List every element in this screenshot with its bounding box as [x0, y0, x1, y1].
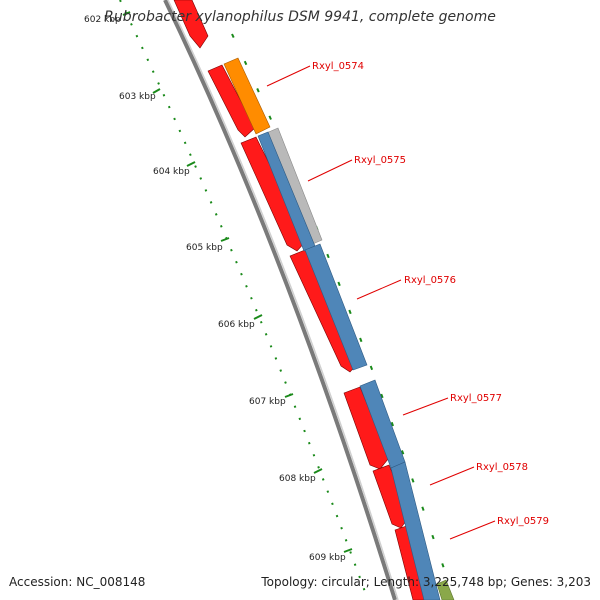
cds-arrow[interactable] — [207, 64, 256, 138]
ruler-label: 605 kbp — [186, 243, 223, 253]
ruler-tick — [313, 468, 323, 474]
accession-text: Accession: NC_008148 — [9, 575, 146, 589]
ruler-label: 609 kbp — [309, 553, 346, 563]
ruler-tick — [253, 314, 263, 320]
gene-label[interactable]: Rxyl_0574 — [312, 61, 364, 72]
feature-blue[interactable] — [304, 243, 368, 371]
gene-label[interactable]: Rxyl_0577 — [450, 393, 502, 404]
ruler-tick — [186, 161, 196, 167]
feature-blue[interactable] — [390, 461, 441, 600]
ruler-tick — [152, 88, 161, 94]
ruler-label: 608 kbp — [279, 474, 316, 484]
cds-arrow[interactable] — [173, 0, 209, 49]
ruler-tick — [122, 11, 131, 16]
ruler-label: 607 kbp — [249, 397, 286, 407]
gene-label[interactable]: Rxyl_0575 — [354, 155, 406, 166]
label-leader — [449, 520, 496, 540]
ruler-tick — [220, 237, 230, 242]
ruler-label: 606 kbp — [218, 320, 255, 330]
feature-orange[interactable] — [223, 57, 271, 135]
ruler-ticks — [122, 11, 353, 553]
gene-label[interactable]: Rxyl_0579 — [497, 516, 549, 527]
cds-arrow[interactable] — [343, 386, 390, 470]
label-leader — [266, 65, 311, 87]
ruler-label: 603 kbp — [119, 92, 156, 102]
genome-backbone-highlight — [167, 0, 399, 600]
genome-stats-text: Topology: circular; Length: 3,225,748 bp… — [261, 575, 591, 589]
gene-label[interactable]: Rxyl_0576 — [404, 275, 456, 286]
ruler-tick — [284, 393, 294, 398]
label-leader — [307, 159, 353, 182]
genome-backbone — [163, 0, 397, 600]
label-leader — [429, 466, 475, 486]
label-leader — [402, 397, 449, 416]
gene-label[interactable]: Rxyl_0578 — [476, 462, 528, 473]
ruler-label: 604 kbp — [153, 167, 190, 177]
label-leader — [356, 279, 402, 300]
feature-green[interactable] — [436, 579, 455, 600]
ruler-label: 602 kbp — [84, 15, 121, 25]
genome-title: Rubrobacter xylanophilus DSM 9941, compl… — [104, 9, 496, 25]
ruler-tick — [343, 548, 353, 553]
